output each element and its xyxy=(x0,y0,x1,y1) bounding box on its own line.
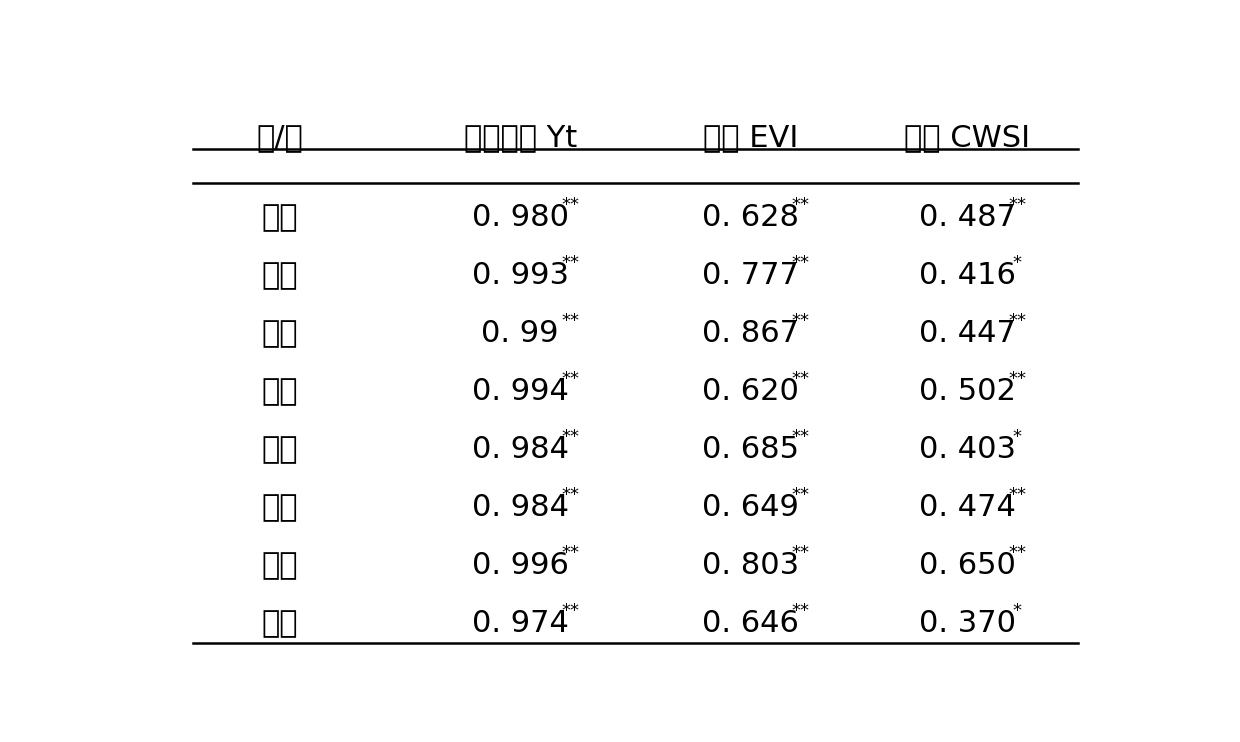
Text: 累计 EVI: 累计 EVI xyxy=(703,123,799,152)
Text: **: ** xyxy=(1008,544,1025,562)
Text: **: ** xyxy=(792,254,810,272)
Text: **: ** xyxy=(1008,312,1025,330)
Text: 0. 650: 0. 650 xyxy=(919,551,1016,580)
Text: **: ** xyxy=(792,196,810,214)
Text: 0. 996: 0. 996 xyxy=(471,551,569,580)
Text: 0. 502: 0. 502 xyxy=(919,377,1016,406)
Text: 0. 867: 0. 867 xyxy=(702,319,800,348)
Text: 0. 685: 0. 685 xyxy=(702,435,800,464)
Text: *: * xyxy=(1013,602,1022,620)
Text: **: ** xyxy=(792,544,810,562)
Text: 德州: 德州 xyxy=(262,493,298,522)
Text: **: ** xyxy=(1008,370,1025,388)
Text: 青岛: 青岛 xyxy=(262,261,298,290)
Text: 0. 646: 0. 646 xyxy=(702,608,800,637)
Text: 0. 993: 0. 993 xyxy=(471,261,569,290)
Text: 0. 984: 0. 984 xyxy=(471,435,569,464)
Text: 0. 777: 0. 777 xyxy=(702,261,800,290)
Text: 临沂: 临沂 xyxy=(262,551,298,580)
Text: **: ** xyxy=(1008,196,1025,214)
Text: *: * xyxy=(1013,254,1022,272)
Text: 0. 980: 0. 980 xyxy=(471,203,569,232)
Text: **: ** xyxy=(792,312,810,330)
Text: 0. 474: 0. 474 xyxy=(919,493,1016,522)
Text: 东营: 东营 xyxy=(262,435,298,464)
Text: 0. 974: 0. 974 xyxy=(471,608,569,637)
Text: **: ** xyxy=(562,196,579,214)
Text: *: * xyxy=(1013,428,1022,446)
Text: **: ** xyxy=(792,486,810,504)
Text: 0. 620: 0. 620 xyxy=(702,377,800,406)
Text: **: ** xyxy=(562,428,579,446)
Text: 菏泽: 菏泽 xyxy=(262,608,298,637)
Text: 枣庄: 枣庄 xyxy=(262,377,298,406)
Text: **: ** xyxy=(792,370,810,388)
Text: 0. 403: 0. 403 xyxy=(919,435,1016,464)
Text: **: ** xyxy=(792,602,810,620)
Text: **: ** xyxy=(792,428,810,446)
Text: 市/省: 市/省 xyxy=(257,123,304,152)
Text: **: ** xyxy=(562,544,579,562)
Text: 0. 99: 0. 99 xyxy=(481,319,559,348)
Text: **: ** xyxy=(1008,486,1025,504)
Text: **: ** xyxy=(562,370,579,388)
Text: 0. 487: 0. 487 xyxy=(919,203,1016,232)
Text: 0. 984: 0. 984 xyxy=(471,493,569,522)
Text: **: ** xyxy=(562,602,579,620)
Text: **: ** xyxy=(562,254,579,272)
Text: **: ** xyxy=(562,312,579,330)
Text: 0. 447: 0. 447 xyxy=(919,319,1016,348)
Text: 0. 628: 0. 628 xyxy=(702,203,800,232)
Text: 济南: 济南 xyxy=(262,203,298,232)
Text: 0. 370: 0. 370 xyxy=(919,608,1016,637)
Text: 0. 803: 0. 803 xyxy=(702,551,800,580)
Text: **: ** xyxy=(562,486,579,504)
Text: 累计 CWSI: 累计 CWSI xyxy=(904,123,1030,152)
Text: 0. 994: 0. 994 xyxy=(471,377,569,406)
Text: 0. 649: 0. 649 xyxy=(702,493,800,522)
Text: 技术产量 Yt: 技术产量 Yt xyxy=(464,123,577,152)
Text: 0. 416: 0. 416 xyxy=(919,261,1016,290)
Text: 淄博: 淄博 xyxy=(262,319,298,348)
